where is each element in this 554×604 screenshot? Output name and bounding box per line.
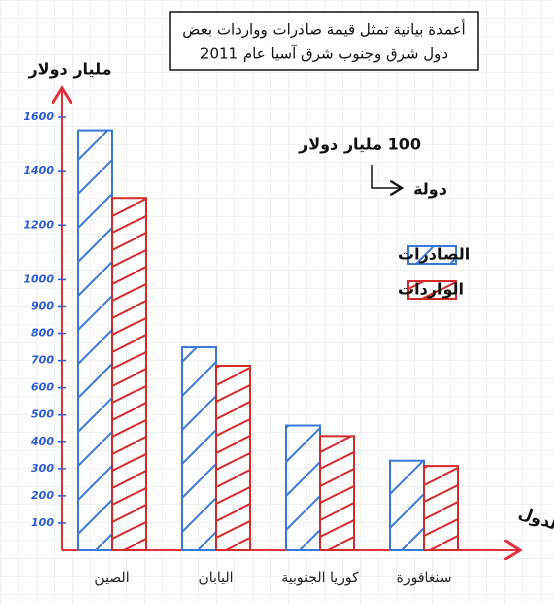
chart-title: دول شرق وجنوب شرق آسيا عام 2011 [200, 45, 448, 63]
title-box [169, 11, 479, 71]
y-tick-label: 1000 [23, 272, 54, 285]
bar [389, 459, 425, 551]
y-tick-label: 300 [31, 462, 54, 475]
legend-swatch [407, 245, 457, 265]
y-tick-label: 600 [31, 381, 54, 394]
x-tick-label: كوريا الجنوبية [281, 570, 359, 586]
y-axis-label: مليار دولار [27, 60, 111, 79]
chart-title: أعمدة بيانية تمثل قيمة صادرات وواردات بع… [182, 20, 465, 39]
y-tick-label: 100 [31, 516, 54, 529]
bar [319, 435, 355, 551]
y-tick-label: 800 [31, 327, 54, 340]
bar [215, 365, 251, 551]
y-tick-label: 400 [30, 435, 54, 448]
bar [423, 465, 459, 551]
scale-arrow [371, 165, 402, 188]
x-tick-label: الصين [94, 570, 129, 586]
y-tick-label: 1200 [23, 218, 54, 231]
legend-label: الواردات [398, 280, 464, 299]
bar [111, 197, 147, 551]
legend-label: الصادرات [398, 245, 470, 264]
y-tick-label: 1600 [23, 110, 54, 123]
bar [77, 129, 113, 552]
y-tick-label: 500 [31, 408, 54, 421]
y-tick-label: 900 [31, 299, 54, 312]
y-tick-label: 200 [31, 489, 54, 502]
y-tick-label: 1400 [23, 164, 54, 177]
scale-note: دولة [413, 180, 447, 199]
y-tick-label: 700 [31, 354, 54, 367]
x-tick-label: اليابان [198, 570, 233, 586]
scale-note: 100 مليار دولار [298, 135, 421, 154]
legend-swatch [407, 280, 457, 300]
x-tick-label: سنغافورة [397, 570, 452, 586]
bar [285, 424, 321, 552]
bar [181, 346, 217, 552]
